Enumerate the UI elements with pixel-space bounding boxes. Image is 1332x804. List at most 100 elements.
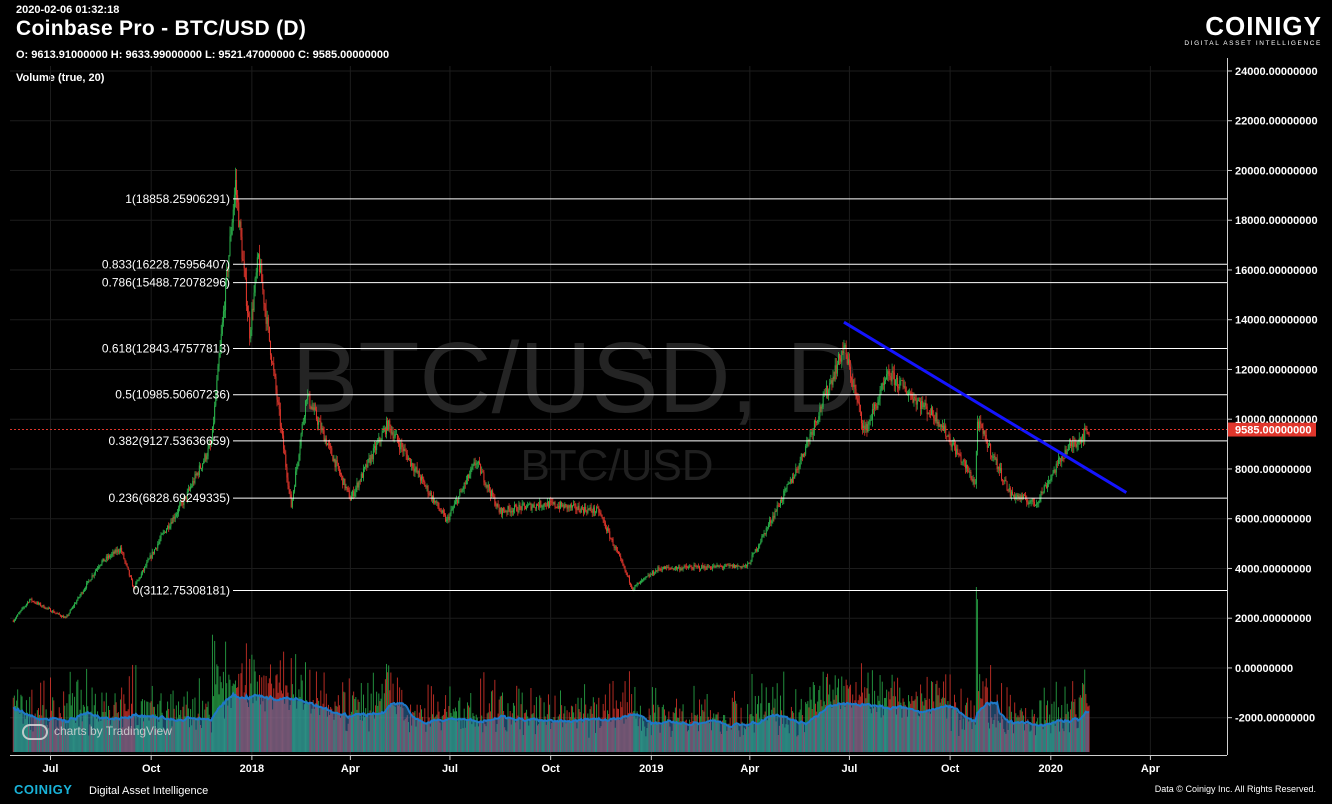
candle-body [820,406,822,409]
candle-body [242,259,244,261]
volume-bar [377,705,379,752]
candle-body [674,566,676,569]
volume-bar [405,717,407,752]
volume-bar [554,695,556,752]
volume-bar [805,702,807,752]
fibonacci-levels[interactable]: 1(18858.25906291)0.833(16228.75956407)0.… [102,192,1227,598]
candle-body [878,399,880,402]
volume-bar [249,658,251,752]
volume-bar [246,702,248,752]
candle-body [264,304,266,309]
candle-body [1059,458,1061,460]
candle-body [995,458,997,460]
price-axis[interactable]: 24000.0000000022000.0000000020000.000000… [1227,58,1318,755]
volume-bar [533,705,535,752]
candle-body [388,420,390,430]
volume-bar [790,706,792,752]
volume-bar [843,685,845,752]
volume-bar [720,733,722,752]
volume-bar [33,717,35,752]
volume-bar [796,736,798,752]
candle-body [500,507,502,515]
volume-bar [929,713,931,752]
volume-bar [544,716,546,752]
volume-bar [102,712,104,752]
candle-body [1016,494,1018,497]
volume-bar [474,726,476,752]
volume-bar [527,716,529,752]
candle-body [955,446,957,455]
candle-body [365,464,367,468]
candle-body [252,308,254,311]
candle-body [80,592,82,596]
volume-indicator-label[interactable]: Volume (true, 20) [16,72,105,84]
candle-body [65,617,67,618]
volume-bar [994,714,996,752]
candle-body [156,547,158,549]
volume-bar [751,673,753,752]
volume-bar [280,690,282,752]
volume-bar [466,702,468,752]
volume-bar [186,691,188,752]
volume-bar [500,695,502,752]
candle-body [138,577,140,580]
candle-body [425,486,427,488]
candle-body [187,488,189,492]
candle-body [137,579,139,582]
volume-bar [857,700,859,752]
trendline-group[interactable] [843,320,1128,494]
candle-body [77,597,79,601]
candle-body [25,603,27,606]
candle-body [448,516,450,520]
volume-bar [612,680,614,752]
volume-bar [179,714,181,752]
volume-bar [90,711,92,752]
time-axis[interactable]: Jul Oct 2018 Apr Jul Oct 2019 Apr Jul Oct 2020 Apr [10,755,1227,775]
candle-body [626,572,628,576]
volume-bar [237,687,239,752]
candle-body [450,509,452,514]
candle-body [886,374,888,380]
volume-bar [851,707,853,752]
candle-body [440,511,442,513]
candle-body [251,308,253,330]
volume-bar [1048,722,1050,752]
volume-bar [915,691,917,752]
volume-bar [938,687,940,752]
candle-body [58,613,60,615]
candle-body [109,555,111,558]
candle-body [218,357,220,367]
trendline[interactable] [843,320,1128,494]
candle-body [897,377,899,388]
volume-bar [265,675,267,752]
volume-bar [89,724,91,752]
volume-bar [37,708,39,752]
candle-body [472,464,474,468]
candle-body [32,601,34,602]
volume-bar [781,710,783,752]
candle-body [13,619,15,622]
volume-bar [187,708,189,752]
candle-body [113,551,115,554]
candle-body [762,534,764,537]
volume-bar [972,718,974,752]
volume-bar [357,699,359,752]
y-tick-label: 20000.00000000 [1235,165,1318,177]
volume-bar [1079,695,1081,752]
candle-body [813,420,815,430]
x-tick-label: 2019 [639,763,663,775]
volume-bar [924,698,926,752]
volume-bar [496,724,498,752]
candle-body [589,507,591,510]
volume-bar [176,718,178,752]
tradingview-badge[interactable]: charts by TradingView [22,724,172,740]
candle-body [162,532,164,534]
volume-bar [492,690,494,752]
volume-bar [744,729,746,752]
candle-body [588,508,590,510]
candle-body [300,433,302,446]
candle-body [479,461,481,465]
candle-body [289,489,291,495]
volume-bar [867,672,869,752]
